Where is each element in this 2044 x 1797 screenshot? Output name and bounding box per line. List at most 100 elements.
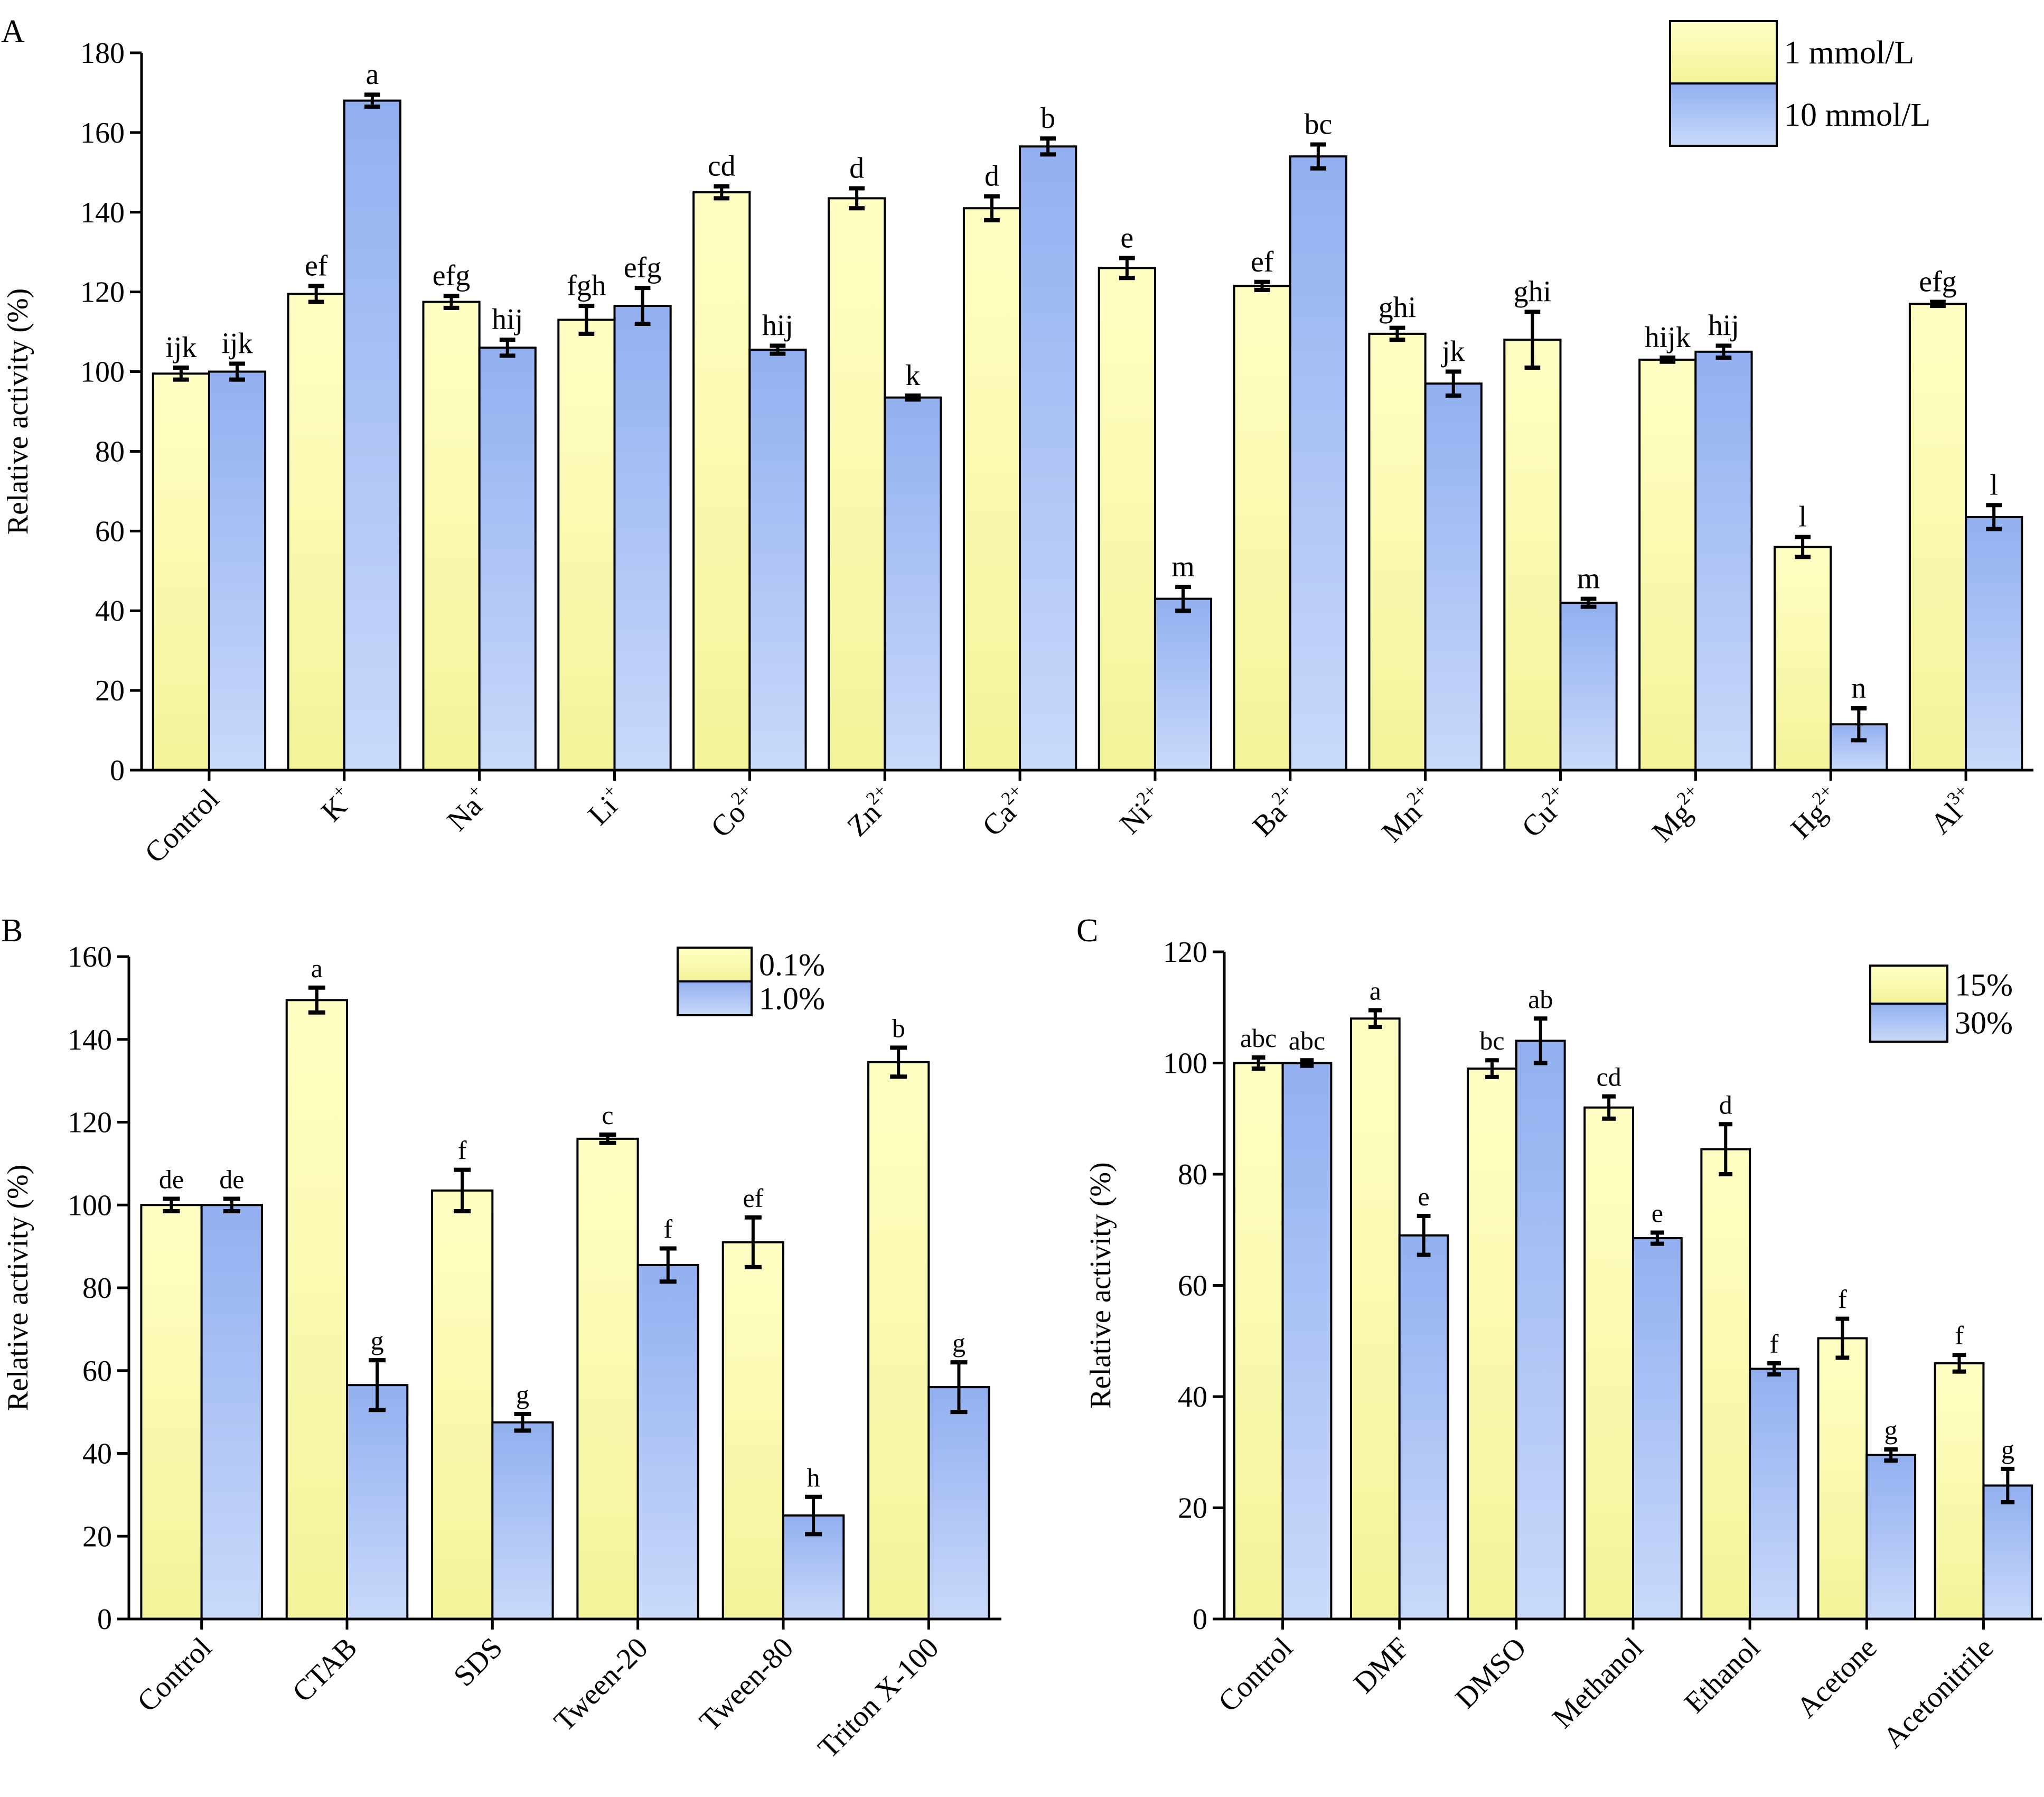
bar [721, 1241, 785, 1621]
x-tick-label: Control [138, 782, 226, 869]
x-tick-label: Methanol [1546, 1631, 1650, 1735]
legend-label: 10 mmol/L [1784, 97, 1930, 133]
bar [557, 319, 616, 771]
x-tick-label: Ca2+ [974, 780, 1036, 843]
bar [1632, 1237, 1683, 1621]
significance-label: hijk [1645, 321, 1691, 354]
significance-label: g [2001, 1435, 2014, 1464]
legend-swatch [1869, 965, 1948, 1005]
bar [285, 999, 349, 1620]
bar [927, 1386, 990, 1621]
bar [1424, 382, 1483, 771]
x-tick-label-base: SDS [447, 1631, 509, 1692]
bar [1583, 1106, 1635, 1620]
x-tick-label: Acetone [1790, 1631, 1883, 1724]
x-tick-label: Acetonitrile [1877, 1631, 2000, 1754]
bar [1694, 350, 1753, 771]
bar [1349, 1017, 1401, 1620]
significance-label: ef [743, 1183, 763, 1213]
x-tick-label: Hg2+ [1783, 780, 1848, 845]
y-tick-label: 80 [1178, 1158, 1207, 1191]
bar [140, 1204, 203, 1620]
significance-label: ghi [1379, 292, 1417, 324]
y-tick-label: 40 [82, 1438, 112, 1471]
y-tick-label: 60 [82, 1355, 112, 1388]
significance-label: f [458, 1136, 467, 1165]
significance-label: efg [433, 259, 471, 292]
y-axis-label: Relative activity (%) [2, 288, 34, 535]
bar [692, 191, 751, 771]
bar [1368, 332, 1427, 771]
y-tick-label: 100 [1163, 1047, 1207, 1080]
significance-label: l [1798, 501, 1807, 534]
y-tick-label: 140 [80, 196, 125, 229]
bar [1865, 1454, 1917, 1620]
significance-label: f [1770, 1329, 1779, 1359]
significance-label: efg [624, 251, 662, 284]
x-tick-label-base: Control [1212, 1631, 1299, 1718]
legend-swatch [677, 947, 753, 982]
x-tick-label-base: DMSO [1449, 1631, 1533, 1715]
significance-label: fgh [567, 269, 606, 302]
x-tick-label: Triton X-100 [812, 1631, 945, 1765]
y-tick-label: 100 [68, 1189, 112, 1222]
significance-label: hij [492, 303, 523, 336]
significance-label: hij [1708, 310, 1739, 342]
bar [1233, 1062, 1284, 1620]
significance-label: jk [1441, 335, 1465, 368]
y-axis-label: Relative activity (%) [2, 1165, 34, 1411]
legend-label: 30% [1955, 1005, 2013, 1040]
x-tick-label: Ethanol [1678, 1631, 1766, 1719]
y-tick-label: 40 [95, 595, 125, 628]
bar [1467, 1068, 1517, 1620]
x-tick-label-base: DMF [1347, 1631, 1416, 1700]
significance-label: abc [1240, 1023, 1277, 1053]
legend-label: 0.1% [759, 947, 825, 982]
y-tick-label: 20 [82, 1520, 112, 1553]
y-tick-label: 120 [1163, 936, 1207, 969]
significance-label: m [1577, 563, 1600, 595]
significance-label: cd [708, 150, 736, 183]
panel-label-a: A [1, 14, 25, 50]
x-tick-label: Tween-20 [548, 1631, 654, 1738]
y-tick-label: 80 [95, 435, 125, 468]
significance-label: g [371, 1326, 384, 1355]
significance-label: bc [1479, 1026, 1504, 1055]
y-tick-label: 160 [68, 941, 112, 974]
significance-label: b [892, 1013, 905, 1043]
y-tick-label: 160 [80, 117, 125, 149]
x-tick-label-base: Control [131, 1631, 218, 1718]
bar [346, 1384, 409, 1620]
x-tick-label: DMSO [1449, 1631, 1533, 1715]
bar [1559, 602, 1618, 771]
significance-label: d [1719, 1090, 1732, 1119]
bar [1289, 155, 1347, 772]
bar [748, 349, 807, 771]
legend-label: 15% [1955, 967, 2013, 1002]
legend-swatch [677, 980, 753, 1016]
y-tick-label: 120 [80, 276, 125, 309]
significance-label: e [1652, 1199, 1663, 1228]
y-tick-label: 0 [97, 1603, 112, 1636]
y-tick-label: 180 [80, 37, 125, 70]
significance-label: f [1838, 1285, 1847, 1314]
x-tick-label: Ba2+ [1244, 780, 1307, 843]
significance-label: k [905, 359, 920, 392]
x-tick-label: Control [1212, 1631, 1299, 1718]
bar [422, 301, 481, 771]
legend-swatch [1669, 20, 1778, 85]
significance-label: f [1955, 1321, 1964, 1350]
legend-swatch [1869, 1003, 1948, 1043]
significance-label: f [663, 1214, 672, 1244]
significance-label: ab [1528, 984, 1553, 1014]
x-tick-label: Mn2+ [1373, 780, 1441, 848]
significance-label: ef [1251, 246, 1274, 278]
x-tick-label: K+ [313, 780, 361, 828]
y-tick-label: 140 [68, 1024, 112, 1056]
x-tick-label: SDS [447, 1631, 509, 1692]
x-tick-label-base: Ethanol [1678, 1631, 1766, 1719]
significance-label: bc [1304, 108, 1332, 141]
significance-label: efg [1919, 266, 1957, 298]
bar [1503, 339, 1562, 771]
